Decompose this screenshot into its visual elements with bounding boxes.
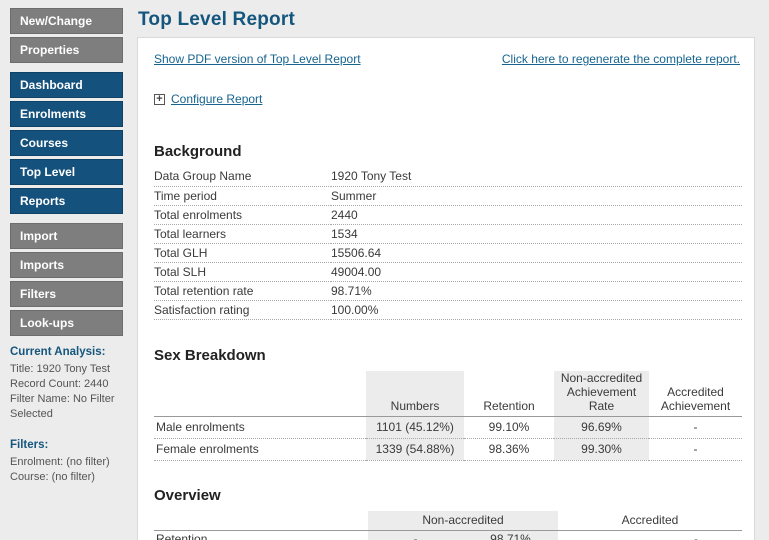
row-value: Summer bbox=[331, 186, 742, 206]
header-cell-retention: Retention bbox=[464, 370, 554, 417]
sidebar-item-imports[interactable]: Imports bbox=[10, 252, 123, 278]
table-row: Satisfaction rating 100.00% bbox=[154, 300, 742, 320]
sidebar-info: Current Analysis: Title: 1920 Tony Test … bbox=[10, 345, 123, 485]
table-row: Data Group Name 1920 Tony Test bbox=[154, 167, 742, 187]
header-cell-non-accredited-rate: Non-accredited Achievement Rate bbox=[554, 370, 649, 417]
background-table: Data Group Name 1920 Tony Test Time peri… bbox=[154, 167, 742, 320]
table-row: Female enrolments 1339 (54.88%) 98.36% 9… bbox=[154, 438, 742, 461]
nav-group-admin: Import Imports Filters Look-ups bbox=[10, 223, 123, 336]
row-value: 15506.64 bbox=[331, 243, 742, 263]
table-header-row: Non-accredited Accredited bbox=[154, 510, 743, 531]
sidebar-item-import[interactable]: Import bbox=[10, 223, 123, 249]
cell-non-accredited-rate: 96.69% bbox=[554, 416, 649, 439]
table-row: Total GLH 15506.64 bbox=[154, 243, 742, 263]
cell-non-accredited-rate: 99.30% bbox=[554, 438, 649, 461]
sidebar-item-dashboard[interactable]: Dashboard bbox=[10, 72, 123, 98]
pdf-version-link[interactable]: Show PDF version of Top Level Report bbox=[154, 52, 361, 66]
configure-report-link[interactable]: Configure Report bbox=[171, 92, 263, 106]
nav-group-reports: Dashboard Enrolments Courses Top Level R… bbox=[10, 72, 123, 214]
cell-numbers: 1339 (54.88%) bbox=[366, 438, 464, 461]
row-label: Total GLH bbox=[154, 243, 331, 263]
table-row: Total retention rate 98.71% bbox=[154, 281, 742, 301]
sidebar-item-courses[interactable]: Courses bbox=[10, 130, 123, 156]
cell-accredited: - bbox=[649, 416, 742, 439]
sex-breakdown-heading: Sex Breakdown bbox=[154, 346, 266, 364]
table-row: Total enrolments 2440 bbox=[154, 205, 742, 225]
header-cell-numbers: Numbers bbox=[366, 370, 464, 417]
cell-accredited: - bbox=[649, 438, 742, 461]
regenerate-report-link[interactable]: Click here to regenerate the complete re… bbox=[501, 52, 740, 66]
table-header-row: Numbers Retention Non-accredited Achieve… bbox=[154, 370, 742, 417]
header-cell bbox=[154, 510, 368, 531]
row-label: Satisfaction rating bbox=[154, 300, 331, 320]
header-cell bbox=[154, 370, 366, 417]
row-value: 1920 Tony Test bbox=[331, 167, 742, 187]
sex-breakdown-table: Numbers Retention Non-accredited Achieve… bbox=[154, 370, 742, 461]
report-panel: Show PDF version of Top Level Report Cli… bbox=[137, 37, 755, 540]
cell-non-accredited-rate: 98.71% bbox=[463, 530, 558, 540]
analysis-filter-name: Filter Name: No Filter Selected bbox=[10, 393, 115, 420]
header-cell-non-accredited: Non-accredited bbox=[368, 510, 558, 531]
row-label: Total enrolments bbox=[154, 205, 331, 225]
sidebar-item-filters[interactable]: Filters bbox=[10, 281, 123, 307]
nav-group-change: New/Change Properties bbox=[10, 8, 123, 63]
configure-report-row: + Configure Report bbox=[154, 92, 740, 106]
cell-numbers: 1101 (45.12%) bbox=[366, 416, 464, 439]
cell-retention: 98.36% bbox=[464, 438, 554, 461]
filters-heading: Filters: bbox=[10, 439, 49, 451]
filters-summary: Filters: Enrolment: (no filter) Course: … bbox=[10, 438, 123, 485]
expand-plus-icon[interactable]: + bbox=[154, 93, 165, 105]
table-row: Time period Summer bbox=[154, 186, 742, 206]
row-label: Total retention rate bbox=[154, 281, 331, 301]
sidebar-item-top-level[interactable]: Top Level bbox=[10, 159, 123, 185]
row-label: Total SLH bbox=[154, 262, 331, 282]
report-links-row: Show PDF version of Top Level Report Cli… bbox=[154, 52, 740, 66]
current-analysis: Current Analysis: Title: 1920 Tony Test … bbox=[10, 345, 123, 422]
cell-retention: 99.10% bbox=[464, 416, 554, 439]
analysis-record-count: Record Count: 2440 bbox=[10, 378, 109, 390]
analysis-title: Title: 1920 Tony Test bbox=[10, 363, 111, 375]
row-label: Female enrolments bbox=[154, 438, 366, 461]
background-heading: Background bbox=[154, 143, 242, 160]
row-label: Data Group Name bbox=[154, 167, 331, 187]
sidebar-item-new-change[interactable]: New/Change bbox=[10, 8, 123, 34]
table-row: Male enrolments 1101 (45.12%) 99.10% 96.… bbox=[154, 416, 742, 439]
row-label: Male enrolments bbox=[154, 416, 366, 439]
row-value: 98.71% bbox=[331, 281, 742, 301]
overview-heading: Overview bbox=[154, 486, 221, 504]
cell-non-accredited-count: - bbox=[368, 530, 463, 540]
filters-enrolment: Enrolment: (no filter) bbox=[10, 456, 110, 468]
overview-table: Non-accredited Accredited Retention - 98… bbox=[154, 510, 743, 540]
row-label: Time period bbox=[154, 186, 331, 206]
sidebar: New/Change Properties Dashboard Enrolmen… bbox=[10, 8, 123, 501]
current-analysis-heading: Current Analysis: bbox=[10, 346, 106, 358]
row-value: 2440 bbox=[331, 205, 742, 225]
sidebar-item-enrolments[interactable]: Enrolments bbox=[10, 101, 123, 127]
main-content: Top Level Report Show PDF version of Top… bbox=[137, 0, 755, 540]
filters-course: Course: (no filter) bbox=[10, 471, 95, 483]
table-row: Total SLH 49004.00 bbox=[154, 262, 742, 282]
header-cell-accredited: Accredited bbox=[558, 510, 743, 531]
row-value: 100.00% bbox=[331, 300, 742, 320]
page-title: Top Level Report bbox=[138, 9, 295, 30]
row-value: 1534 bbox=[331, 224, 742, 244]
header-cell-accredited: Accredited Achievement bbox=[649, 370, 742, 417]
sidebar-item-reports[interactable]: Reports bbox=[10, 188, 123, 214]
cell-accredited-rate: - bbox=[650, 530, 743, 540]
cell-accredited-count bbox=[558, 530, 650, 540]
row-label: Retention bbox=[154, 530, 368, 540]
sidebar-item-lookups[interactable]: Look-ups bbox=[10, 310, 123, 336]
sidebar-item-properties[interactable]: Properties bbox=[10, 37, 123, 63]
row-value: 49004.00 bbox=[331, 262, 742, 282]
table-row: Retention - 98.71% - bbox=[154, 530, 743, 540]
row-label: Total learners bbox=[154, 224, 331, 244]
table-row: Total learners 1534 bbox=[154, 224, 742, 244]
